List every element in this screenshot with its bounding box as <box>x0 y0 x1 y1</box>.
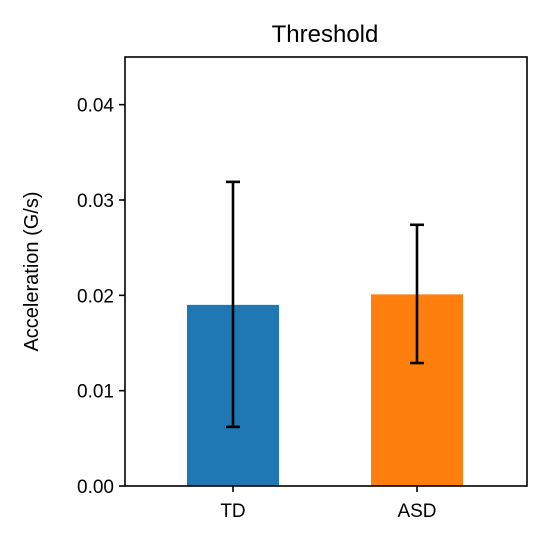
x-tick-label-asd: ASD <box>397 501 436 522</box>
y-tick-label: 0.04 <box>77 96 114 117</box>
error-bar-td <box>226 180 240 429</box>
y-axis-ticks: 0.00 0.01 0.02 0.03 0.04 <box>77 96 125 498</box>
bars-layer <box>187 294 463 486</box>
error-bars-layer <box>226 180 424 429</box>
chart-title: Threshold <box>272 21 379 48</box>
error-bar-asd <box>410 223 424 365</box>
x-axis-ticks: TD ASD <box>220 486 437 522</box>
y-tick-label: 0.02 <box>77 286 114 307</box>
x-tick-label-td: TD <box>220 501 245 522</box>
y-tick-label: 0.03 <box>77 191 114 212</box>
y-axis-label: Acceleration (G/s) <box>21 191 43 351</box>
plot-frame <box>124 56 528 487</box>
y-tick-label: 0.00 <box>77 477 114 498</box>
y-tick-label: 0.01 <box>77 382 114 403</box>
